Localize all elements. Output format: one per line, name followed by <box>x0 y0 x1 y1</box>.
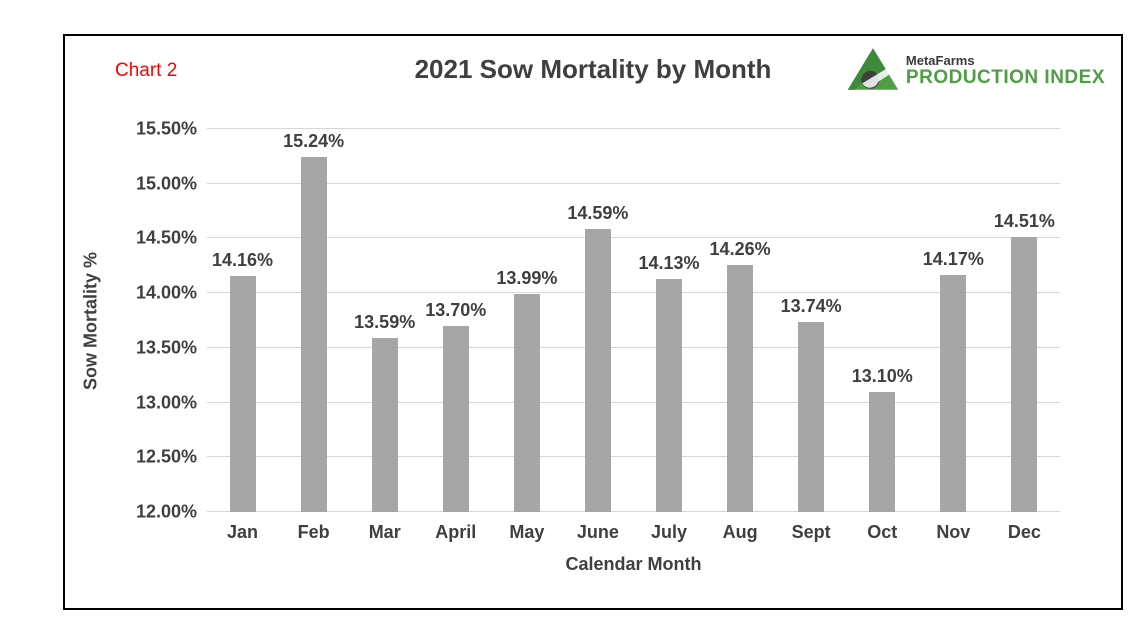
y-tick-label: 12.00% <box>135 501 197 522</box>
bar-column: 13.74% <box>776 129 847 512</box>
gridline <box>207 237 1060 239</box>
bar <box>869 391 896 512</box>
bar-column: 14.51% <box>989 129 1060 512</box>
y-tick-label: 14.50% <box>135 227 197 248</box>
bar-value-label: 13.70% <box>425 299 487 320</box>
bar-column: 15.24% <box>278 129 349 512</box>
x-tick-label: June <box>576 522 619 542</box>
bar-value-label: 14.51% <box>993 211 1055 232</box>
bar-value-label: 13.59% <box>354 312 416 333</box>
bar-column: 13.70% <box>420 129 491 512</box>
x-axis-title: Calendar Month <box>565 554 702 574</box>
x-tick-label: Mar <box>368 522 401 542</box>
y-tick-label: 15.50% <box>135 118 197 139</box>
x-tick-label: Oct <box>867 522 898 542</box>
x-tick-label: Aug <box>722 522 758 542</box>
gridline <box>207 128 1060 129</box>
y-axis-title: Sow Mortality % <box>73 129 109 512</box>
chart-number-label: Chart 2 <box>115 60 178 81</box>
chart-frame: Chart 2 2021 Sow Mortality by Month Meta… <box>63 34 1123 610</box>
bar <box>300 157 327 512</box>
metafarms-logo: MetaFarms PRODUCTION INDEX <box>846 46 1105 97</box>
x-axis-ticks: Jan Feb Mar April May June July Aug Sept Oct Nov De… <box>207 522 1060 543</box>
plot-area: 14.16% 15.24% 13.59% 13.70% 13.99% 14.59% 14.1… <box>207 128 1060 512</box>
y-tick-label: 13.00% <box>135 392 197 413</box>
gridline <box>207 511 1060 512</box>
y-tick-label: 15.00% <box>135 173 197 194</box>
logo-brand: MetaFarms <box>905 52 975 68</box>
y-axis-ticks: 15.50% 15.00% 14.50% 14.00% 13.50% 13.00% 12.5… <box>109 119 205 522</box>
x-tick-label: Jan <box>227 522 259 542</box>
x-tick-label: April <box>435 522 477 542</box>
bar-value-label: 14.16% <box>212 249 274 270</box>
bar-value-label: 14.13% <box>638 252 700 273</box>
chart-title: 2021 Sow Mortality by Month <box>414 54 772 84</box>
bar <box>1011 237 1038 512</box>
bar-column: 14.59% <box>562 129 633 512</box>
bar-value-label: 13.10% <box>851 365 913 386</box>
logo-text: MetaFarms PRODUCTION INDEX <box>905 52 1105 89</box>
gridline <box>207 292 1060 294</box>
bar-value-label: 13.74% <box>780 295 842 316</box>
bar <box>798 321 825 512</box>
bar-value-label: 14.26% <box>709 238 771 259</box>
metafarms-triangle-icon <box>846 46 900 97</box>
bar <box>727 264 754 512</box>
logo-product: PRODUCTION INDEX <box>905 67 1105 89</box>
x-tick-label: May <box>509 522 545 542</box>
gridline <box>207 182 1060 184</box>
bar-columns: 14.16% 15.24% 13.59% 13.70% 13.99% 14.59% 14.1… <box>207 129 1060 512</box>
bar-column: 14.13% <box>633 129 704 512</box>
y-tick-label: 12.50% <box>135 446 197 467</box>
gridline <box>207 346 1060 348</box>
y-tick-label: 13.50% <box>135 337 197 358</box>
bar-value-label: 15.24% <box>283 131 345 152</box>
bar-value-label: 14.17% <box>922 248 984 269</box>
bar-column: 13.10% <box>847 129 918 512</box>
bar <box>940 274 967 512</box>
bar <box>584 228 611 512</box>
bar-value-label: 14.59% <box>567 202 629 223</box>
y-tick-label: 14.00% <box>135 282 197 303</box>
y-axis-title-text: Sow Mortality % <box>80 251 101 390</box>
bar-column: 13.59% <box>349 129 420 512</box>
gridline <box>207 456 1060 458</box>
bar <box>513 294 540 512</box>
bar-column: 14.17% <box>918 129 989 512</box>
bar <box>656 278 682 512</box>
x-tick-label: July <box>650 522 688 542</box>
x-tick-label: Sept <box>791 522 831 542</box>
bar-column: 14.26% <box>705 129 776 512</box>
bar-value-label: 13.99% <box>496 268 558 289</box>
x-tick-label: Feb <box>297 522 330 542</box>
bar-column: 14.16% <box>207 129 278 512</box>
bar <box>371 338 398 512</box>
bar <box>442 325 469 512</box>
gridline <box>207 401 1060 403</box>
bar-column: 13.99% <box>491 129 562 512</box>
x-tick-label: Dec <box>1007 522 1041 542</box>
x-tick-label: Nov <box>936 522 971 542</box>
bar <box>229 275 256 512</box>
